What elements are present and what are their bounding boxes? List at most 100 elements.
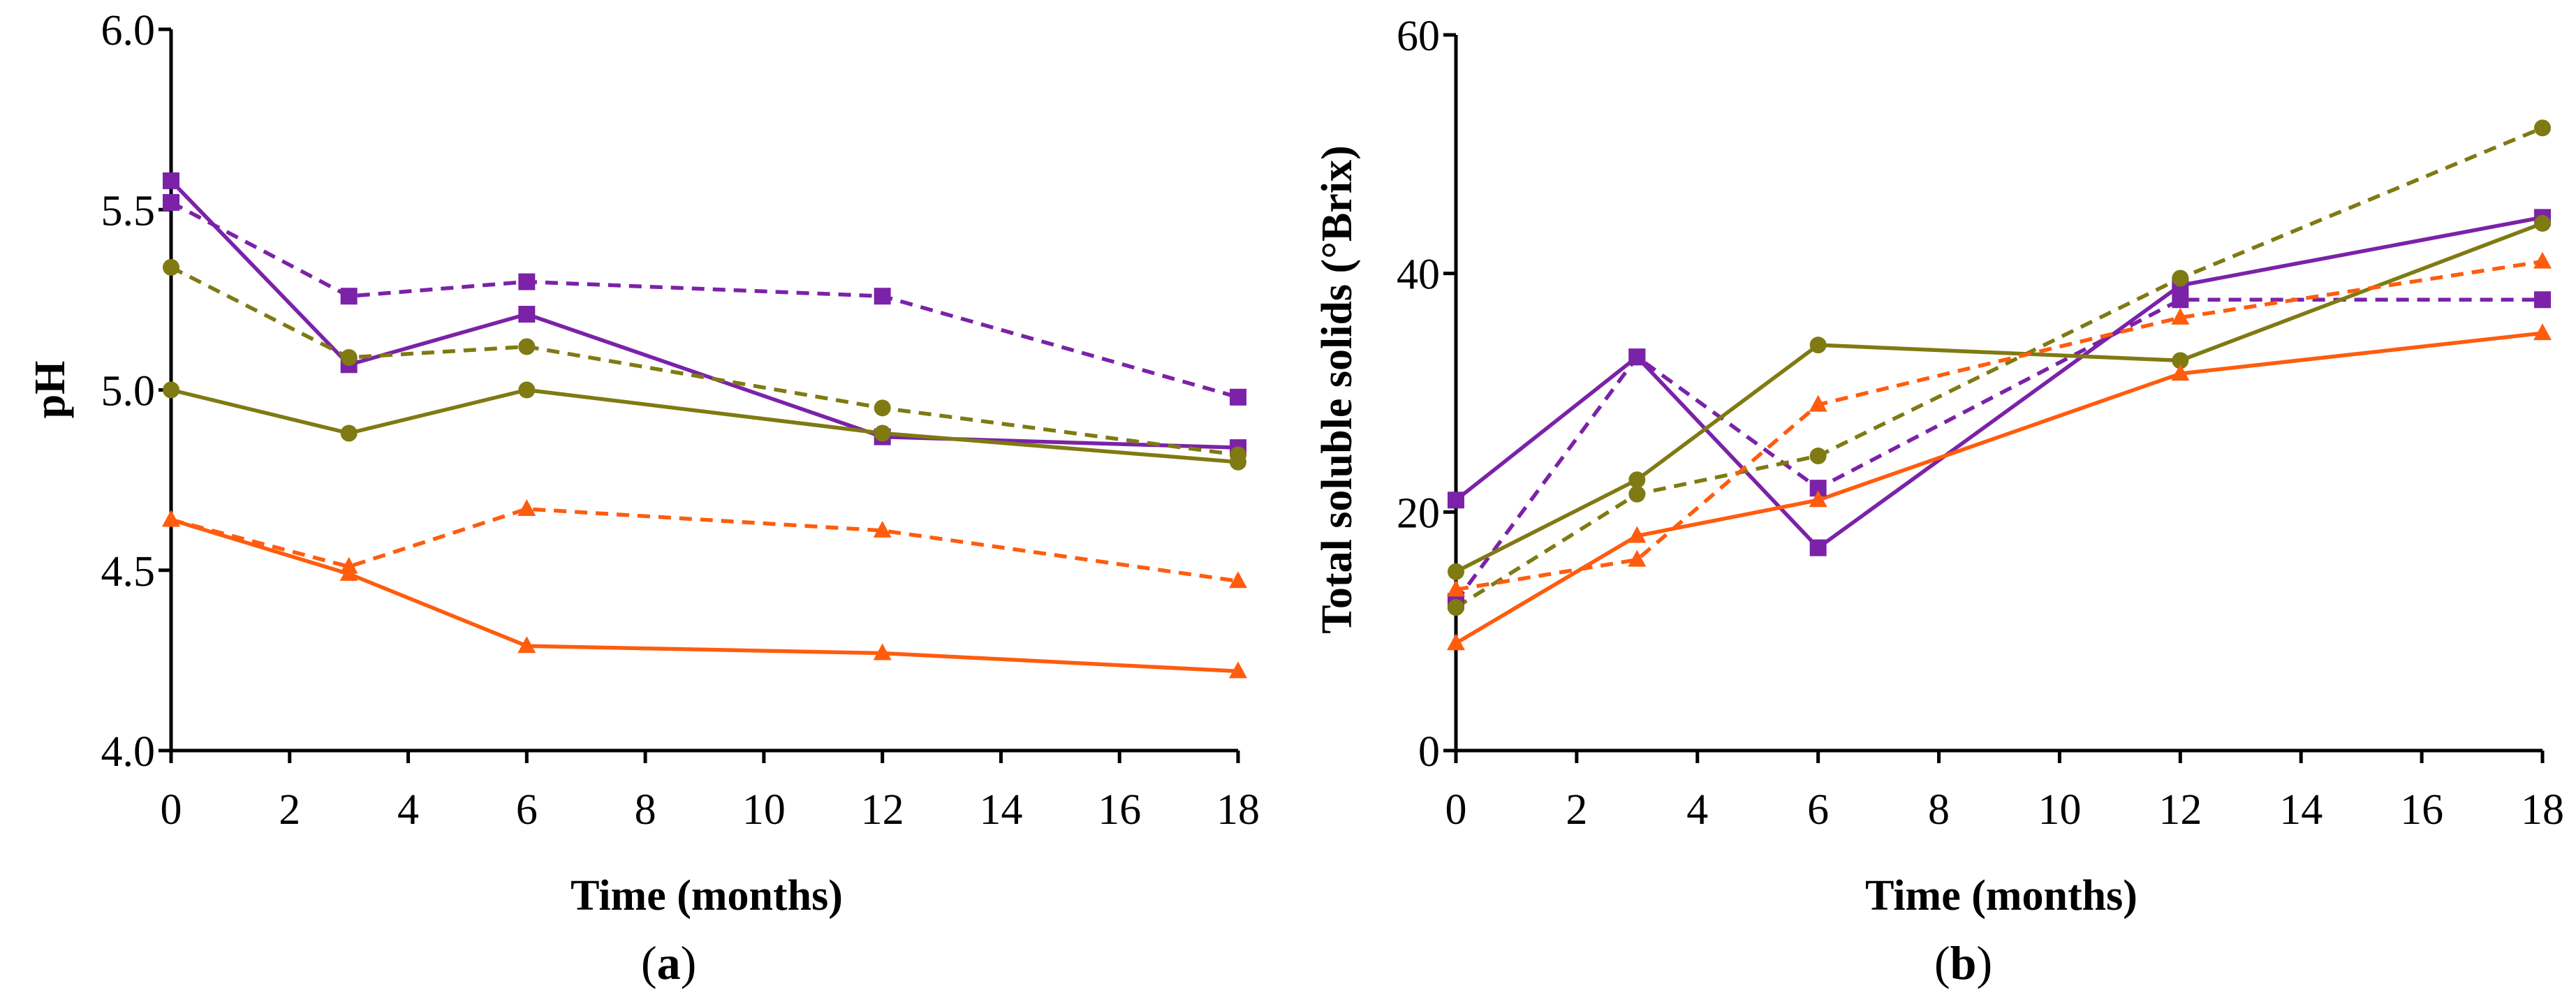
point-olive-solid: [163, 381, 179, 399]
y-tick-label: 4.5: [101, 548, 156, 596]
point-olive-dashed: [1448, 599, 1464, 616]
x-tick-label: 12: [861, 786, 904, 834]
x-tick-label: 0: [161, 786, 182, 834]
panel-label-close: ): [1976, 936, 1992, 989]
point-olive-dashed: [1628, 485, 1646, 503]
point-olive-solid: [1809, 337, 1827, 354]
panel-b-chart: 0 20 40 60 0 2 4 6 8 10 12 14 16 18 Time (months) Total…: [1313, 13, 2564, 989]
point-orange-solid: [873, 643, 892, 660]
point-olive-solid: [2534, 214, 2551, 232]
point-purple-solid: [1809, 539, 1827, 556]
x-tick-label: 14: [979, 786, 1022, 834]
x-tick-label: 18: [1216, 786, 1260, 834]
series-line-purple-solid: [170, 179, 1239, 450]
y-axis-title: Total soluble solids (°Brix): [1313, 145, 1361, 633]
point-purple-dashed: [2534, 291, 2551, 309]
x-tick-label: 4: [397, 786, 419, 834]
point-orange-solid: [1809, 490, 1827, 508]
x-tick-label: 18: [2521, 786, 2564, 834]
series-line-orange-dashed: [1455, 259, 2543, 592]
x-tick-label: 4: [1686, 786, 1708, 834]
point-olive-dashed: [2172, 270, 2189, 287]
point-orange-dashed: [162, 510, 180, 527]
y-tick-label: 60: [1397, 13, 1440, 60]
point-orange-dashed: [2171, 307, 2190, 325]
point-orange-solid: [1447, 633, 1465, 651]
point-orange-dashed: [517, 499, 536, 516]
x-tick-label: 0: [1445, 786, 1467, 834]
point-purple-dashed: [163, 193, 179, 211]
point-orange-dashed: [1229, 571, 1247, 589]
point-purple-solid: [1448, 492, 1464, 509]
x-tick-label: 10: [742, 786, 786, 834]
x-tick-label: 8: [635, 786, 656, 834]
x-tick-label: 2: [279, 786, 300, 834]
x-tick-label: 10: [2038, 786, 2081, 834]
x-axis-title: Time (months): [1865, 872, 2137, 920]
panel-label: (b): [1934, 936, 1992, 989]
series-line-purple-dashed: [1454, 297, 2542, 603]
y-tick-label: 4.0: [101, 728, 156, 776]
point-orange-dashed: [1809, 394, 1827, 412]
series-line-olive-solid: [170, 387, 1239, 464]
point-purple-dashed: [1628, 348, 1646, 366]
panel-label-open: (: [1934, 936, 1950, 989]
point-orange-dashed: [339, 556, 358, 574]
y-tick-label: 5.0: [101, 368, 156, 415]
point-olive-dashed: [163, 258, 179, 276]
x-tick-label: 16: [2400, 786, 2443, 834]
panel-label-letter: b: [1950, 936, 1977, 989]
x-tick-label: 6: [1807, 786, 1829, 834]
point-purple-dashed: [2172, 291, 2189, 309]
point-orange-solid: [517, 636, 536, 654]
x-tick-label: 16: [1098, 786, 1141, 834]
y-tick-label: 20: [1397, 489, 1440, 537]
point-olive-dashed: [2534, 119, 2551, 137]
series-line-olive-dashed: [170, 265, 1239, 457]
series-line-olive-dashed: [1455, 126, 2544, 610]
point-olive-solid: [1628, 471, 1646, 489]
point-orange-solid: [2171, 364, 2190, 381]
panel-label-open: (: [641, 936, 657, 989]
series-line-orange-dashed: [170, 507, 1239, 583]
panel-label-close: ): [681, 936, 697, 989]
y-tick-label: 40: [1397, 251, 1440, 299]
series-line-purple-dashed: [170, 200, 1239, 399]
y-tick-label: 0: [1418, 728, 1440, 776]
point-purple-dashed: [874, 288, 891, 305]
point-orange-solid: [2533, 323, 2552, 341]
point-purple-dashed: [340, 288, 358, 305]
panel-label: (a): [641, 936, 696, 989]
x-tick-label: 8: [1928, 786, 1950, 834]
point-olive-dashed: [874, 399, 891, 417]
point-purple-solid: [518, 306, 536, 323]
point-orange-solid: [1229, 661, 1247, 679]
panel-a-chart: 4.0 4.5 5.0 5.5 6.0 0 2 4 6 8 10 12 14 16 18 Time (mont…: [27, 7, 1260, 989]
point-olive-solid: [2172, 352, 2189, 369]
x-tick-label: 14: [2279, 786, 2323, 834]
point-orange-dashed: [873, 520, 892, 538]
point-orange-solid: [1628, 526, 1647, 543]
x-tick-label: 2: [1566, 786, 1587, 834]
panel-label-letter: a: [657, 936, 681, 989]
point-olive-solid: [1448, 563, 1464, 580]
y-tick-label: 6.0: [101, 7, 156, 54]
y-tick-label: 5.5: [101, 187, 156, 235]
series-line-orange-solid: [170, 517, 1239, 674]
point-olive-dashed: [1230, 446, 1246, 464]
point-purple-dashed: [1230, 388, 1246, 406]
x-tick-label: 12: [2158, 786, 2202, 834]
point-olive-solid: [340, 425, 358, 442]
point-orange-dashed: [2533, 251, 2552, 269]
point-olive-dashed: [518, 338, 536, 355]
point-olive-dashed: [1809, 448, 1827, 465]
point-orange-dashed: [1628, 549, 1647, 567]
point-olive-solid: [518, 381, 536, 399]
y-axis-title: pH: [27, 361, 74, 419]
point-purple-dashed: [518, 273, 536, 290]
series-line-olive-solid: [1455, 221, 2543, 574]
x-axis-title: Time (months): [571, 872, 843, 920]
point-olive-solid: [874, 425, 891, 442]
point-purple-solid: [163, 172, 179, 189]
